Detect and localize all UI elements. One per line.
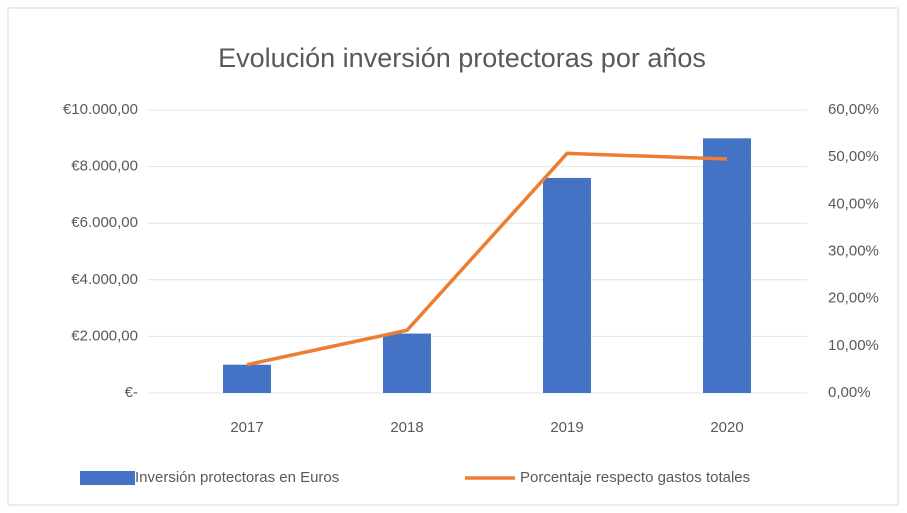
y-tick-label: €10.000,00 [63, 101, 138, 118]
legend-label: Inversión protectoras en Euros [135, 469, 339, 486]
y-tick-label: €6.000,00 [71, 214, 138, 231]
y2-tick-label: 30,00% [828, 242, 879, 259]
chart-title: Evolución inversión protectoras por años [218, 43, 706, 73]
y-tick-label: €8.000,00 [71, 158, 138, 175]
legend-swatch [80, 471, 135, 485]
legend-label: Porcentaje respecto gastos totales [520, 469, 750, 486]
y-tick-label: €4.000,00 [71, 271, 138, 288]
chart-frame [7, 7, 899, 506]
x-tick-label: 2018 [390, 419, 423, 436]
bar [223, 364, 271, 393]
x-tick-label: 2019 [550, 419, 583, 436]
y2-tick-label: 10,00% [828, 337, 879, 354]
bar [543, 177, 591, 393]
y-tick-label: €2.000,00 [71, 327, 138, 344]
x-tick-label: 2017 [230, 419, 263, 436]
y2-tick-label: 50,00% [828, 148, 879, 165]
y2-tick-label: 0,00% [828, 384, 871, 401]
x-tick-label: 2020 [710, 419, 743, 436]
y-tick-label: €- [125, 384, 138, 401]
bar [383, 333, 431, 393]
line-series [246, 151, 728, 367]
y2-tick-label: 40,00% [828, 195, 879, 212]
y2-tick-label: 20,00% [828, 290, 879, 307]
y2-tick-label: 60,00% [828, 101, 879, 118]
bar [703, 138, 751, 393]
